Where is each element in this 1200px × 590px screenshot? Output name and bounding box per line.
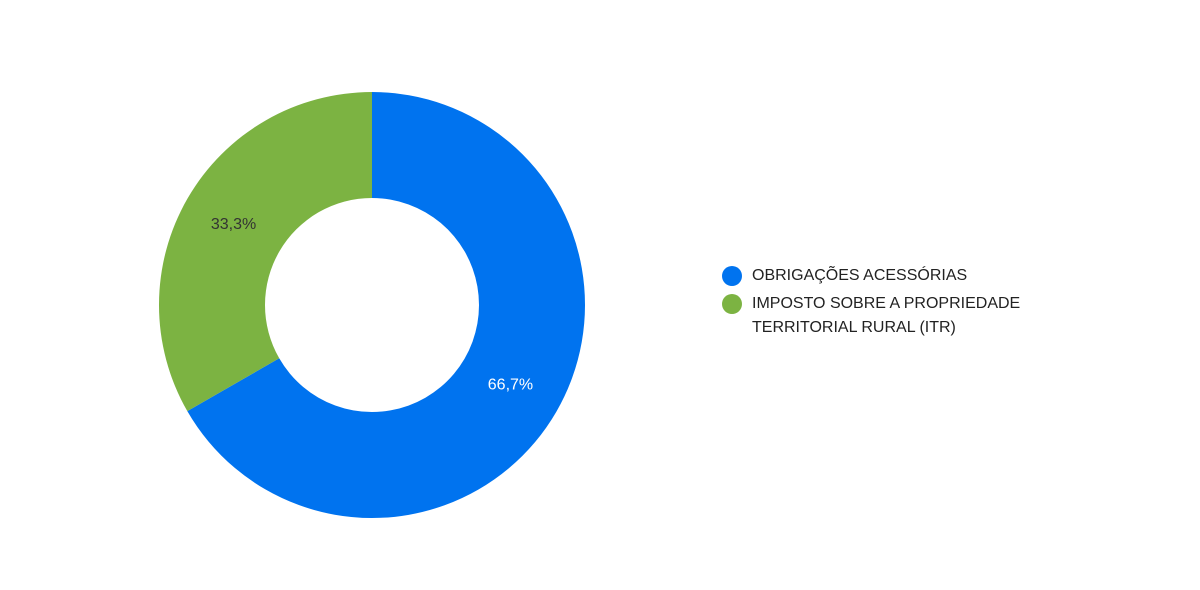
legend-item: IMPOSTO SOBRE A PROPRIEDADE TERRITORIAL … bbox=[722, 292, 1062, 340]
legend-swatch bbox=[722, 294, 742, 314]
legend-swatch bbox=[722, 266, 742, 286]
slice-label: 66,7% bbox=[488, 376, 533, 393]
legend-label: OBRIGAÇÕES ACESSÓRIAS bbox=[752, 267, 968, 284]
legend-label: IMPOSTO SOBRE A PROPRIEDADE TERRITORIAL … bbox=[752, 295, 1021, 336]
legend: OBRIGAÇÕES ACESSÓRIAS IMPOSTO SOBRE A PRO… bbox=[722, 264, 1062, 344]
slice-label: 33,3% bbox=[211, 216, 256, 233]
donut-slice bbox=[158, 92, 372, 412]
legend-item: OBRIGAÇÕES ACESSÓRIAS bbox=[722, 264, 1062, 288]
donut-slice bbox=[187, 92, 586, 518]
